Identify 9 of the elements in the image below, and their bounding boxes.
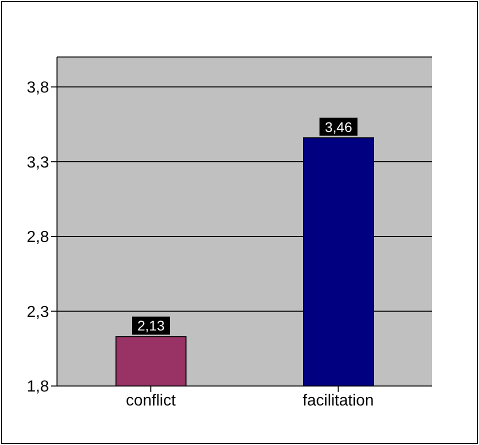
data-label: 2,13: [137, 318, 165, 334]
y-tick-label: 2,8: [26, 229, 50, 246]
y-tick-label: 3,3: [26, 154, 50, 172]
y-tick-label: 3,8: [26, 80, 50, 97]
y-tick-label: 1,8: [26, 378, 50, 396]
data-label: 3,46: [324, 118, 352, 135]
x-tick-label: facilitation: [302, 392, 374, 410]
x-tick-label: conflict: [126, 392, 176, 410]
y-tick-label: 2,3: [26, 304, 50, 321]
